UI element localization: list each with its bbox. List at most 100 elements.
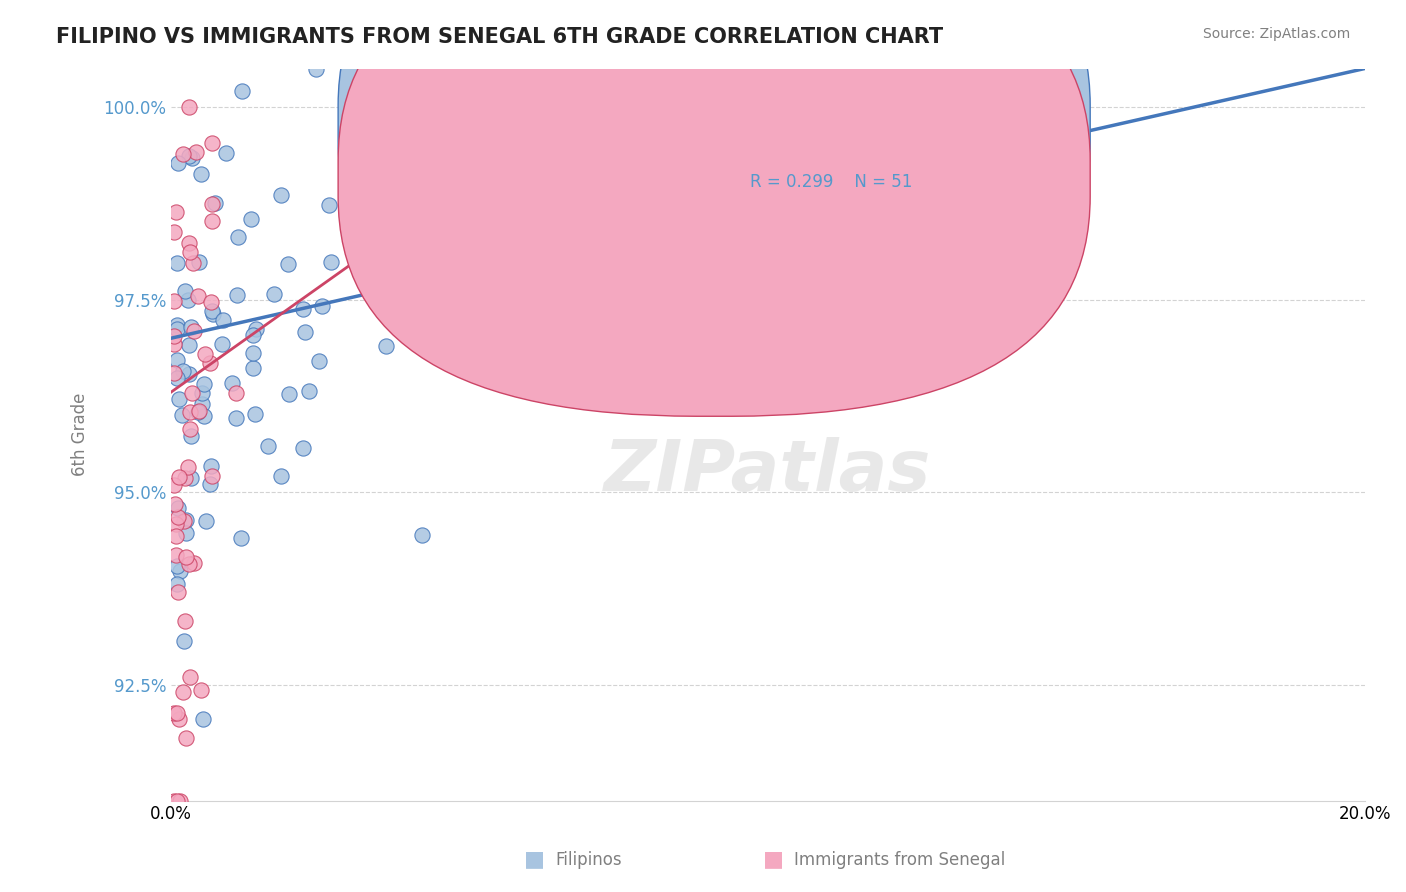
Point (190, 683, 212, 698)
Point (163, 294, 186, 309)
Point (184, 145, 207, 160)
Point (172, 364, 194, 378)
Y-axis label: 6th Grade: 6th Grade (72, 392, 89, 476)
Point (319, 255, 342, 269)
Point (277, 386, 299, 401)
FancyBboxPatch shape (672, 83, 1078, 215)
Point (176, 549, 198, 564)
FancyBboxPatch shape (337, 0, 1090, 361)
Point (472, 208, 495, 222)
Point (163, 337, 186, 351)
Point (177, 235, 200, 250)
Point (166, 322, 188, 336)
Text: Filipinos: Filipinos (555, 851, 621, 869)
Point (374, 339, 396, 353)
Point (361, 291, 384, 305)
Point (193, 377, 215, 392)
Point (166, 706, 188, 720)
Point (163, 225, 186, 239)
Point (191, 397, 214, 411)
Point (188, 255, 211, 269)
Point (173, 633, 195, 648)
Point (180, 429, 202, 443)
Text: R = 0.299    N = 51: R = 0.299 N = 51 (749, 173, 912, 191)
Text: ■: ■ (524, 849, 544, 869)
Point (179, 405, 201, 419)
Point (166, 371, 188, 385)
Point (169, 392, 191, 406)
Point (263, 287, 285, 301)
Point (201, 196, 224, 211)
Point (167, 470, 190, 484)
Point (229, 531, 252, 545)
Point (292, 441, 315, 455)
Point (308, 353, 330, 368)
Point (179, 245, 201, 260)
Point (270, 188, 292, 202)
Point (173, 515, 195, 529)
Point (305, 62, 328, 76)
Point (163, 706, 186, 720)
Point (177, 557, 200, 571)
Point (174, 525, 197, 540)
Point (318, 197, 340, 211)
Point (179, 670, 201, 684)
Point (212, 312, 235, 326)
Point (225, 411, 247, 425)
Point (226, 230, 249, 244)
Point (211, 336, 233, 351)
Point (172, 147, 194, 161)
Point (167, 155, 190, 169)
Point (201, 304, 224, 318)
Point (474, 330, 496, 344)
Point (173, 284, 195, 298)
Point (298, 384, 321, 398)
Point (201, 469, 224, 483)
Point (429, 128, 451, 142)
Text: Source: ZipAtlas.com: Source: ZipAtlas.com (1202, 27, 1350, 41)
Point (411, 528, 433, 542)
Point (201, 136, 224, 151)
Point (257, 439, 280, 453)
Point (461, 343, 484, 357)
Point (170, 409, 193, 423)
Point (166, 353, 188, 368)
Point (181, 256, 204, 270)
Point (169, 794, 191, 808)
Point (165, 516, 187, 531)
Point (198, 356, 221, 370)
Point (167, 509, 190, 524)
Point (166, 577, 188, 591)
Point (165, 529, 187, 543)
Point (294, 325, 316, 339)
Point (177, 367, 200, 381)
Point (169, 564, 191, 578)
Point (166, 256, 188, 270)
Point (179, 149, 201, 163)
Point (240, 212, 263, 227)
Point (191, 386, 214, 401)
Point (167, 500, 190, 515)
Point (163, 497, 186, 511)
Point (426, 129, 449, 144)
Point (277, 257, 299, 271)
Point (200, 294, 222, 309)
Point (167, 712, 190, 726)
Point (193, 409, 215, 424)
Point (221, 376, 243, 391)
Text: Immigrants from Senegal: Immigrants from Senegal (794, 851, 1005, 869)
Point (177, 293, 200, 307)
Point (548, 289, 571, 303)
Point (195, 514, 218, 528)
Point (174, 731, 197, 745)
Point (995, 62, 1018, 76)
Point (174, 614, 197, 628)
Point (311, 299, 333, 313)
Point (388, 62, 411, 76)
FancyBboxPatch shape (337, 0, 1090, 417)
Point (163, 794, 186, 808)
Point (340, 112, 363, 126)
Point (165, 548, 187, 562)
Point (173, 684, 195, 698)
Point (242, 327, 264, 342)
